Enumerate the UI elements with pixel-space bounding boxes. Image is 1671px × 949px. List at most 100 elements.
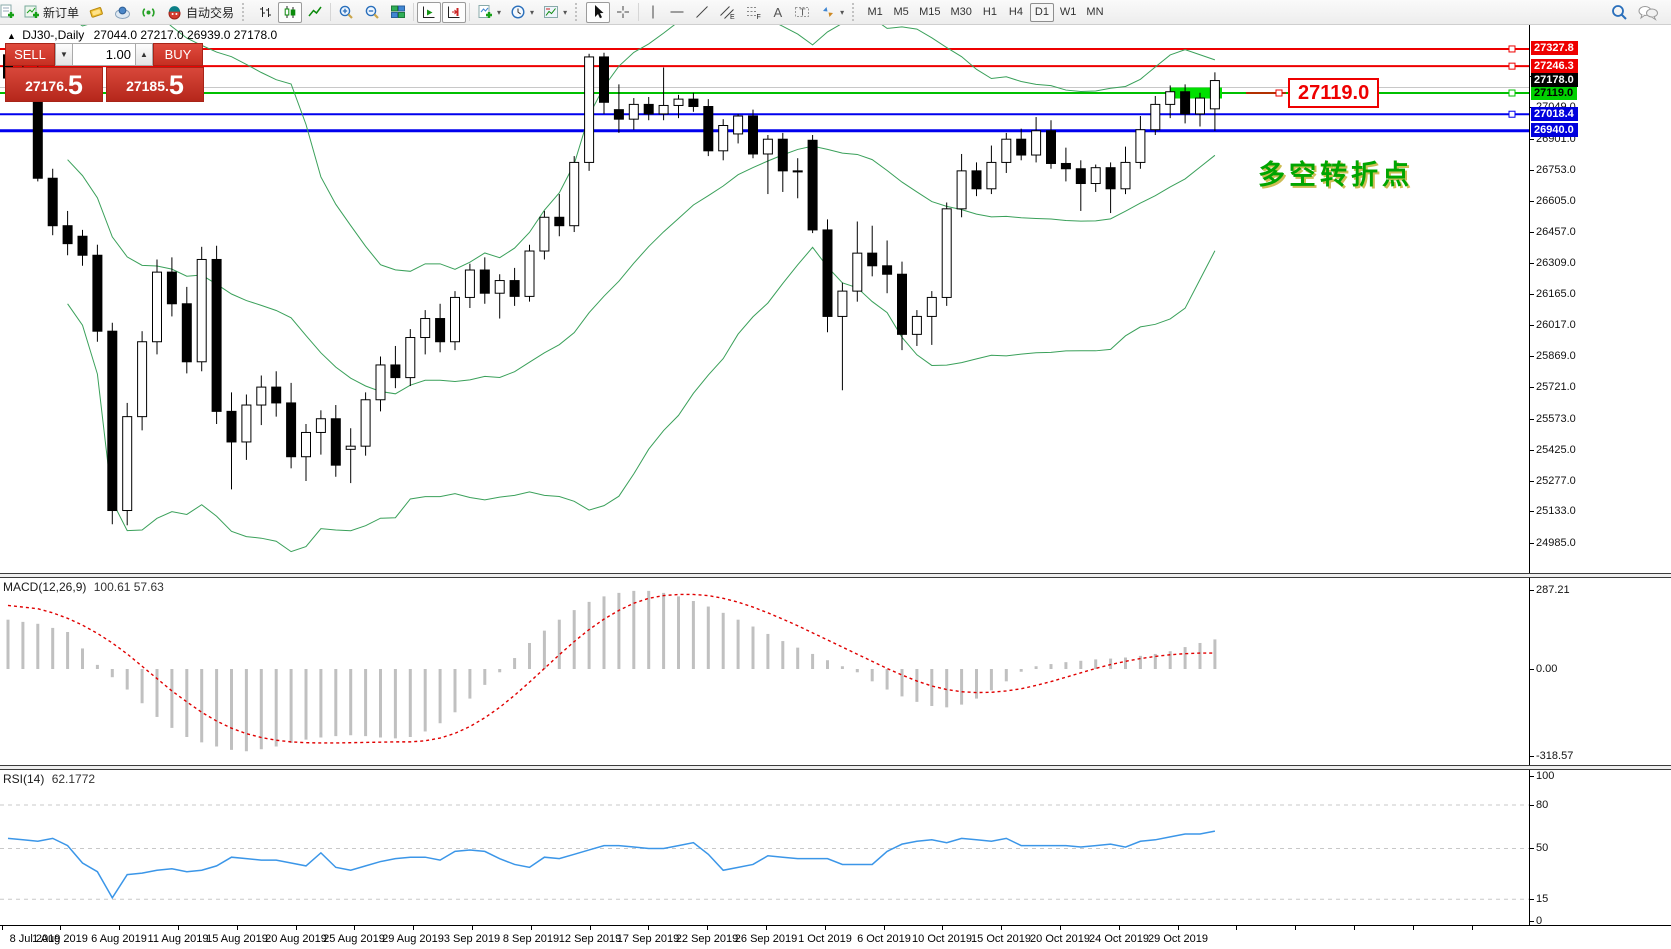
line-handle[interactable] — [1508, 110, 1516, 118]
price-tick-label: 26165.0 — [1536, 288, 1576, 300]
chat-button[interactable] — [1633, 2, 1663, 23]
chart-shift-button[interactable] — [442, 1, 467, 23]
horizontal-line-icon — [670, 11, 684, 13]
candle — [777, 138, 788, 172]
metaeditor-button[interactable] — [84, 2, 109, 23]
time-axis-tick — [1354, 926, 1355, 930]
line-handle[interactable] — [1508, 89, 1516, 97]
highlight-box-object[interactable] — [1170, 87, 1222, 99]
candlestick-chart-type-button[interactable] — [278, 1, 303, 23]
indicators-button[interactable]: ▾ — [473, 2, 505, 23]
candlestick-icon — [284, 6, 296, 18]
callout-handle[interactable] — [1275, 89, 1283, 97]
date-label: 8 Jul 2019 — [9, 933, 61, 945]
line-handle[interactable] — [1508, 45, 1516, 53]
equidistant-channel-icon: E — [720, 6, 735, 20]
trendline-icon — [696, 6, 708, 18]
pane-splitter[interactable] — [0, 573, 1671, 578]
crosshair-button[interactable] — [611, 2, 635, 23]
time-axis-tick — [413, 926, 414, 930]
date-label: 10 Oct 2019 — [912, 933, 972, 945]
buy-price-button[interactable]: 27185. 5 — [106, 67, 204, 102]
timeframe-M30[interactable]: M30 — [947, 3, 976, 22]
price-callout-box[interactable]: 27119.0 — [1288, 78, 1380, 108]
macd-axis[interactable]: 287.21 0.00 -318.57 — [1529, 578, 1671, 765]
candle — [1195, 97, 1205, 115]
text-label-tool-button[interactable]: T — [790, 2, 815, 23]
line-chart-type-button[interactable] — [303, 2, 327, 23]
rsi-axis[interactable]: 100 80 50 15 0 — [1529, 770, 1671, 927]
price-axis[interactable]: 27197.027049.026901.026753.026605.026457… — [1529, 25, 1671, 573]
timeframe-M1[interactable]: M1 — [863, 3, 887, 22]
axis-tick — [1530, 921, 1534, 922]
timeframe-MN[interactable]: MN — [1082, 3, 1107, 22]
time-axis-tick — [1472, 926, 1473, 930]
time-axis-tick — [942, 926, 943, 930]
sell-price-pips: 5 — [67, 70, 83, 100]
macd-tick-label: 0.00 — [1536, 663, 1558, 675]
candle — [479, 269, 490, 294]
bar-chart-type-button[interactable] — [253, 2, 277, 23]
sell-button[interactable]: SELL — [5, 43, 55, 66]
auto-scroll-icon — [423, 6, 435, 18]
time-axis-tick — [237, 926, 238, 930]
chart-annotation-text[interactable]: 多空转折点 — [1258, 160, 1413, 191]
fibonacci-tool-button[interactable]: F — [741, 2, 766, 23]
rsi-plot[interactable] — [0, 770, 1529, 925]
candle — [226, 410, 237, 443]
zoom-out-button[interactable] — [360, 2, 385, 23]
upper-band-line — [80, 25, 1216, 272]
price-line-label: 27327.8 — [1531, 41, 1578, 55]
candle — [584, 56, 595, 163]
tile-windows-button[interactable] — [386, 2, 410, 23]
macd-plot[interactable] — [0, 578, 1529, 765]
autotrading-button[interactable]: 自动交易 — [162, 2, 238, 23]
new-order-button[interactable]: 新订单 — [20, 2, 83, 23]
macd-signal-line — [7, 593, 1215, 744]
timeframe-M15[interactable]: M15 — [915, 3, 944, 22]
profile-button[interactable] — [110, 2, 135, 23]
candle — [390, 364, 401, 379]
search-button[interactable] — [1606, 2, 1632, 23]
candle — [345, 445, 356, 450]
time-axis[interactable]: 8 Jul 2019 1 Aug 2019 6 Aug 2019 11 Aug 201… — [0, 925, 1671, 949]
trendline-tool-button[interactable] — [690, 2, 714, 23]
sell-price-button[interactable]: 27176. 5 — [5, 67, 103, 102]
vertical-line-tool-button[interactable] — [642, 2, 664, 23]
timeframe-H4[interactable]: H4 — [1004, 3, 1028, 22]
zoom-in-button[interactable] — [334, 2, 359, 23]
templates-button[interactable]: ▾ — [539, 2, 571, 23]
macd-pane: 287.21 0.00 -318.57 MACD(12,26,9) 100.61 5… — [0, 578, 1671, 765]
price-tick-label: 26309.0 — [1536, 257, 1576, 269]
text-tool-button[interactable]: A — [767, 2, 789, 23]
price-line-label: 27018.4 — [1531, 107, 1578, 121]
arrows-tool-button[interactable]: ▾ — [816, 2, 848, 23]
timeframe-D1[interactable]: D1 — [1029, 2, 1054, 22]
volume-decrease-button[interactable]: ▼ — [55, 43, 73, 66]
periods-button[interactable]: ▾ — [506, 2, 538, 23]
price-chart-plot[interactable] — [0, 25, 1529, 573]
timeframe-W1[interactable]: W1 — [1056, 3, 1081, 22]
signals-button[interactable] — [136, 2, 161, 23]
candle — [807, 139, 818, 231]
new-chart-button[interactable] — [0, 2, 19, 23]
metaeditor-icon — [89, 7, 103, 18]
pane-splitter[interactable] — [0, 765, 1671, 770]
volume-increase-button[interactable]: ▲ — [135, 43, 153, 66]
buy-button[interactable]: BUY — [153, 43, 203, 66]
candle — [897, 273, 907, 335]
candle — [1001, 138, 1012, 163]
volume-input[interactable] — [73, 43, 135, 66]
dropdown-arrow-icon: ▾ — [563, 7, 568, 17]
timeframe-M5[interactable]: M5 — [889, 3, 913, 22]
time-axis-tick — [119, 926, 120, 930]
timeframe-H1[interactable]: H1 — [978, 3, 1002, 22]
horizontal-line-tool-button[interactable] — [665, 2, 689, 23]
collapse-arrow-icon[interactable]: ▲ — [7, 31, 16, 41]
cursor-button[interactable] — [586, 1, 611, 23]
line-handle[interactable] — [1508, 62, 1516, 70]
time-axis-tick — [60, 926, 61, 930]
equidistant-channel-tool-button[interactable]: E — [715, 2, 740, 23]
auto-scroll-button[interactable] — [417, 1, 442, 23]
chart-ohlc-values: 27044.0 27217.0 26939.0 27178.0 — [93, 28, 278, 42]
